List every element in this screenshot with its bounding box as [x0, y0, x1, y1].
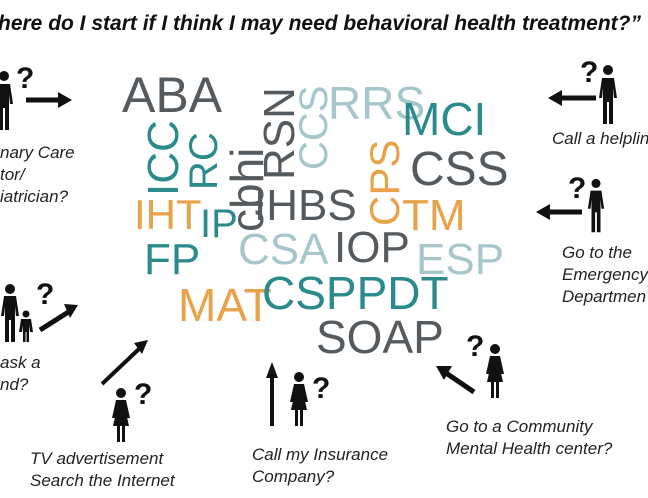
person-icon — [599, 65, 617, 124]
person-icon — [0, 71, 13, 130]
word-iht: IHT — [134, 191, 202, 238]
label-emergency: Go to the Emergency Departmen — [562, 243, 648, 306]
word-css: CSS — [410, 143, 509, 196]
label-community: Go to a Community Mental Health center? — [446, 417, 613, 458]
person-icon — [587, 178, 605, 233]
word-ihbs: IHBS — [254, 181, 357, 230]
word-cps: CPS — [361, 139, 408, 226]
page-title: here do I start if I think I may need be… — [0, 12, 641, 35]
word-csa: CSA — [238, 225, 329, 274]
label-helpline: Call a helplin — [552, 129, 648, 148]
question-mark: ? — [134, 378, 153, 411]
question-mark: ? — [580, 56, 599, 89]
word-fp: FP — [144, 235, 201, 284]
word-ip: IP — [200, 202, 238, 246]
question-mark: ? — [16, 62, 35, 95]
question-mark: ? — [568, 172, 587, 205]
label-primary-care: nary Care tor/ iatrician? — [0, 143, 75, 206]
word-csppdt: CSPPDT — [262, 267, 449, 319]
person-icon — [112, 388, 130, 442]
label-insurance: Call my Insurance Company? — [252, 445, 389, 486]
word-iop: IOP — [334, 223, 410, 272]
word-mat: MAT — [178, 279, 272, 331]
word-rrs: RRS — [328, 77, 426, 129]
question-mark: ? — [466, 330, 485, 363]
label-tv-internet: TV advertisement Search the Internet — [30, 449, 175, 490]
word-mci: MCI — [402, 93, 487, 145]
word-aba: ABA — [122, 67, 223, 123]
word-soap: SOAP — [316, 311, 444, 363]
word-tm: TM — [402, 191, 466, 240]
word-rc: RC — [182, 132, 226, 190]
person-icon — [290, 372, 308, 426]
word-esp: ESP — [416, 235, 505, 284]
question-mark: ? — [312, 372, 331, 405]
label-ask-friend: ask a nd? — [0, 353, 41, 394]
parent-child-icon — [1, 284, 33, 342]
person-icon — [486, 344, 504, 398]
word-icc: ICC — [139, 120, 188, 196]
question-mark: ? — [36, 278, 55, 311]
